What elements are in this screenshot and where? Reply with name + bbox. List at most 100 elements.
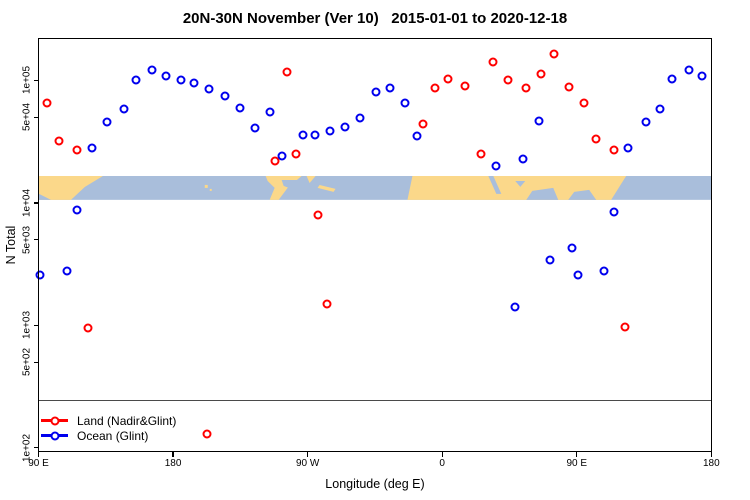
legend-symbol-land bbox=[41, 416, 68, 425]
legend: Land (Nadir&Glint) Ocean (Glint) bbox=[41, 413, 176, 443]
data-point-ocean bbox=[62, 266, 72, 276]
x-axis-tick-label: 180 bbox=[164, 458, 182, 469]
data-point-ocean bbox=[119, 104, 129, 114]
x-axis-tick bbox=[306, 451, 309, 457]
data-point-land bbox=[418, 119, 428, 129]
land-region-islands bbox=[204, 184, 208, 188]
data-point-ocean bbox=[355, 113, 365, 123]
data-point-land bbox=[521, 83, 531, 93]
data-point-land bbox=[202, 429, 212, 439]
data-point-land bbox=[579, 98, 589, 108]
world-map-strip bbox=[39, 175, 711, 200]
data-point-ocean bbox=[510, 302, 520, 312]
data-point-ocean bbox=[277, 151, 287, 161]
y-axis-tick-label: 5e+04 bbox=[21, 103, 33, 132]
x-axis-tick-label: 0 bbox=[439, 458, 445, 469]
ocean-gulf-notch bbox=[281, 179, 298, 188]
data-point-ocean bbox=[491, 161, 501, 171]
data-point-ocean bbox=[371, 87, 381, 97]
y-axis-tick bbox=[33, 361, 39, 363]
y-axis-title: N Total bbox=[4, 225, 18, 265]
data-point-ocean bbox=[623, 143, 633, 153]
y-axis-tick bbox=[33, 239, 39, 241]
data-point-ocean bbox=[220, 91, 230, 101]
chart-title: 20N-30N November (Ver 10) 2015-01-01 to … bbox=[182, 10, 568, 27]
y-axis-tick bbox=[33, 116, 39, 118]
x-axis-tick-label: 180 bbox=[702, 458, 720, 469]
x-axis-tick bbox=[172, 451, 174, 457]
land-region-cuba bbox=[317, 184, 336, 192]
data-point-ocean bbox=[310, 130, 320, 140]
data-point-land bbox=[503, 75, 513, 85]
data-point-land bbox=[83, 323, 93, 333]
data-point-ocean bbox=[641, 117, 650, 127]
data-point-land bbox=[282, 67, 292, 77]
x-axis-tick bbox=[37, 451, 40, 457]
land-region-florida bbox=[306, 175, 316, 183]
data-point-land bbox=[313, 210, 323, 220]
plot-border-box bbox=[38, 38, 712, 452]
data-point-ocean bbox=[599, 266, 609, 276]
data-point-ocean bbox=[298, 130, 308, 140]
y-axis-tick-label: 1e+04 bbox=[21, 188, 33, 217]
data-point-ocean bbox=[265, 107, 275, 117]
data-point-land bbox=[270, 156, 280, 166]
data-point-ocean bbox=[534, 116, 544, 126]
data-point-ocean bbox=[518, 154, 528, 164]
data-point-land bbox=[430, 83, 440, 93]
legend-row-ocean: Ocean (Glint) bbox=[41, 428, 176, 443]
data-point-land bbox=[460, 81, 470, 91]
world-map-band bbox=[39, 175, 711, 200]
x-axis-tick bbox=[441, 451, 443, 457]
ocean-arabian-sea bbox=[526, 187, 559, 200]
data-point-land bbox=[564, 82, 574, 92]
data-point-ocean bbox=[250, 123, 260, 133]
y-axis-tick-label: 5e+02 bbox=[21, 348, 33, 377]
data-point-ocean bbox=[400, 98, 410, 108]
y-axis-tick bbox=[33, 202, 39, 204]
ocean-persian-gulf bbox=[515, 180, 526, 187]
legend-symbol-ocean bbox=[41, 431, 68, 440]
data-point-ocean bbox=[325, 126, 335, 136]
data-point-ocean bbox=[655, 104, 665, 114]
data-point-ocean bbox=[102, 117, 112, 127]
y-axis-tick-label: 1e+05 bbox=[21, 66, 33, 95]
data-point-land bbox=[322, 299, 332, 309]
data-point-land bbox=[609, 145, 619, 155]
data-point-ocean bbox=[147, 65, 157, 75]
data-point-ocean bbox=[609, 207, 619, 217]
data-point-land bbox=[476, 149, 486, 159]
y-axis-tick bbox=[33, 447, 39, 449]
ocean-bay-of-bengal bbox=[568, 189, 597, 200]
data-point-land bbox=[536, 69, 546, 79]
data-point-ocean bbox=[87, 143, 97, 153]
ocean-red-sea bbox=[488, 175, 502, 194]
data-point-ocean bbox=[189, 78, 199, 88]
x-axis-tick bbox=[576, 451, 578, 457]
data-point-ocean bbox=[204, 84, 214, 94]
x-axis-tick-label: 90 E bbox=[28, 458, 49, 469]
data-point-land bbox=[549, 49, 559, 59]
data-point-ocean bbox=[385, 83, 395, 93]
data-point-ocean bbox=[72, 205, 82, 215]
data-point-ocean bbox=[161, 71, 171, 81]
land-region-africa-asia bbox=[407, 175, 627, 200]
y-axis-tick-label: 1e+03 bbox=[21, 311, 33, 340]
x-axis-tick-label: 90 E bbox=[566, 458, 588, 469]
ocean-notch bbox=[39, 193, 51, 200]
legend-circle-blue bbox=[50, 431, 59, 440]
data-point-land bbox=[488, 57, 498, 67]
data-point-ocean bbox=[131, 75, 141, 85]
data-point-land bbox=[443, 74, 453, 84]
data-point-land bbox=[42, 98, 52, 108]
data-point-ocean bbox=[176, 75, 186, 85]
y-axis-tick bbox=[33, 79, 39, 82]
land-region-islands bbox=[209, 188, 212, 191]
data-point-ocean bbox=[412, 131, 422, 141]
data-point-ocean bbox=[235, 103, 245, 113]
data-point-ocean bbox=[567, 243, 577, 253]
x-axis-tick-label: 90 W bbox=[295, 458, 320, 469]
data-point-ocean bbox=[697, 71, 707, 81]
x-axis-title: Longitude (deg E) bbox=[325, 477, 425, 491]
